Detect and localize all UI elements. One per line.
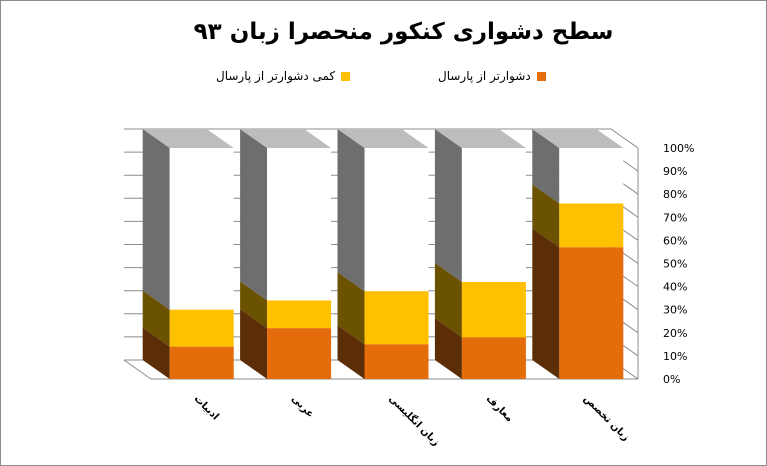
y-tick-label: 30%	[663, 304, 687, 317]
bar-series-2	[364, 291, 429, 345]
y-tick-label: 80%	[663, 188, 687, 201]
bar-top	[532, 129, 624, 148]
bar-side-series-2	[142, 290, 170, 347]
bar-series-2	[559, 203, 624, 248]
bar-side-empty	[240, 129, 268, 301]
bar-series-1	[461, 337, 526, 379]
bar-side-empty	[142, 129, 170, 310]
bar-series-1	[267, 328, 332, 379]
bar-series-1	[559, 247, 624, 379]
y-tick-label: 40%	[663, 281, 687, 294]
grid-depth-line	[610, 128, 639, 149]
bar-top	[434, 129, 526, 148]
bar-side-series-2	[434, 262, 462, 338]
floor-left-edge	[123, 359, 152, 380]
legend: دشوارتر از پارسال کمی دشوارتر از پارسال	[1, 69, 766, 89]
legend-label-series-1: دشوارتر از پارسال	[438, 69, 531, 83]
bar-side-empty	[337, 129, 365, 292]
bar-top	[142, 129, 234, 148]
bar-series-2	[461, 281, 526, 338]
legend-swatch-series-1	[536, 71, 546, 81]
legend-label-series-2: کمی دشوارتر از پارسال	[216, 69, 336, 83]
bar-top	[337, 129, 429, 148]
bar-front-empty	[559, 148, 624, 204]
bar-series-1	[169, 346, 234, 379]
y-tick-label: 70%	[663, 211, 687, 224]
bar-side-series-1	[142, 327, 170, 379]
bar-side-series-1	[240, 309, 268, 379]
legend-item-series-2: کمی دشوارتر از پارسال	[216, 69, 351, 83]
bar-side-empty	[532, 129, 560, 204]
y-tick-label: 60%	[663, 234, 687, 247]
bar-front-empty	[267, 148, 332, 301]
bar-side-series-1	[532, 228, 560, 379]
bar-series-2	[267, 300, 332, 329]
y-tick-label: 10%	[663, 350, 687, 363]
bar-side-series-2	[532, 184, 560, 248]
bar-series-2	[169, 309, 234, 347]
bar-series-1	[364, 344, 429, 379]
bar-side-series-2	[240, 281, 268, 329]
y-tick-label: 100%	[663, 142, 694, 155]
legend-swatch-series-2	[341, 71, 351, 81]
y-tick-label: 20%	[663, 327, 687, 340]
bar-side-series-1	[434, 318, 462, 379]
category-label: ادبیات	[192, 393, 221, 422]
bar-side-series-2	[337, 272, 365, 345]
chart-title: سطح دشواری کنکور منحصرا زبان ۹۳	[193, 19, 614, 45]
category-label: زبان انگلیسی	[386, 392, 443, 449]
y-tick-label: 0%	[663, 373, 680, 386]
category-label: معارف	[484, 393, 515, 424]
bar-front-empty	[461, 148, 526, 282]
bar-front-empty	[169, 148, 234, 310]
legend-item-series-1: دشوارتر از پارسال	[438, 69, 546, 83]
category-label: عربی	[289, 393, 316, 420]
category-label: زبان تخصص	[581, 393, 631, 443]
bar-side-empty	[434, 129, 462, 282]
bar-side-series-1	[337, 325, 365, 379]
bar-top	[240, 129, 332, 148]
bar-front-empty	[364, 148, 429, 292]
y-tick-label: 90%	[663, 165, 687, 178]
y-tick-label: 50%	[663, 258, 687, 271]
